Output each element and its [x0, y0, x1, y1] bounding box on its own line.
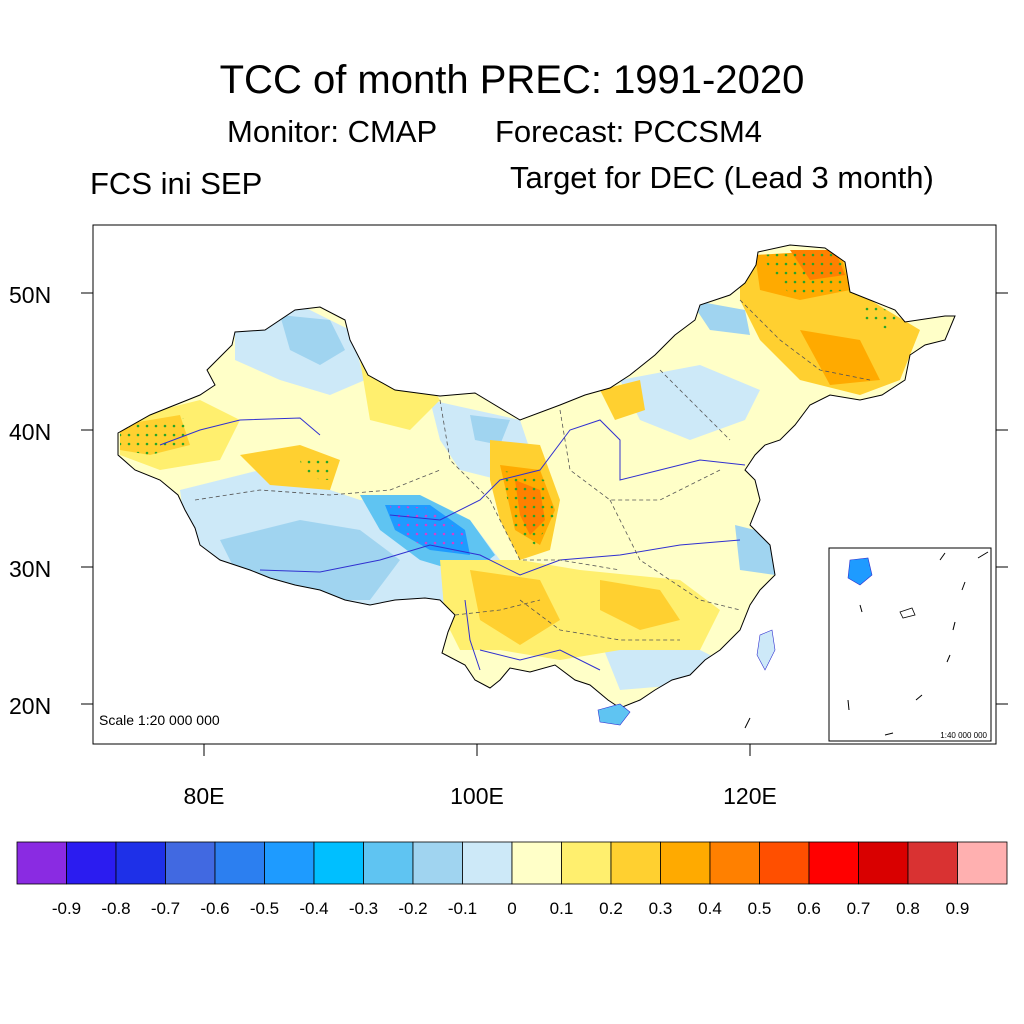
colorbar-label: 0.6	[797, 899, 821, 918]
lat-label-50n: 50N	[9, 282, 51, 308]
map-title: TCC of month PREC: 1991-2020	[219, 58, 805, 102]
colorbar-swatch	[957, 841, 1008, 885]
colorbar-swatch	[264, 841, 315, 885]
colorbar-swatch	[115, 841, 166, 885]
colorbar-swatch	[462, 841, 513, 885]
lon-label-120e: 120E	[723, 783, 777, 809]
initialization-label: FCS ini SEP	[90, 166, 263, 201]
rivers	[159, 417, 746, 671]
colorbar-swatch	[660, 841, 711, 885]
taiwan-island	[756, 629, 776, 671]
colorbar-label: 0	[507, 899, 516, 918]
colorbar-swatch	[313, 841, 364, 885]
colorbar-label: 0.7	[847, 899, 871, 918]
colorbar-label: -0.1	[448, 899, 477, 918]
colorbar-label: -0.8	[101, 899, 130, 918]
monitor-label: Monitor: CMAP	[227, 114, 438, 149]
colorbar-label: 0.9	[946, 899, 970, 918]
colorbar-swatch	[561, 841, 612, 885]
colorbar-swatch	[709, 841, 760, 885]
colorbar-label: -0.4	[299, 899, 328, 918]
colorbar-label: 0.3	[649, 899, 673, 918]
colorbar-swatch	[610, 841, 661, 885]
target-label: Target for DEC (Lead 3 month)	[510, 160, 934, 195]
lat-label-40n: 40N	[9, 419, 51, 445]
lon-label-100e: 100E	[450, 783, 504, 809]
colorbar-swatch	[858, 841, 909, 885]
colorbar-swatch	[16, 841, 67, 885]
inset-features	[847, 551, 989, 736]
colorbar-label: -0.3	[349, 899, 378, 918]
colorbar-swatch	[363, 841, 414, 885]
colorbar-label: -0.7	[151, 899, 180, 918]
colorbar-label: -0.9	[52, 899, 81, 918]
lat-ticks	[81, 292, 1008, 705]
colorbar-swatch	[759, 841, 810, 885]
colorbar-swatch	[907, 841, 958, 885]
lat-label-30n: 30N	[9, 556, 51, 582]
colorbar-label: -0.5	[250, 899, 279, 918]
forecast-label: Forecast: PCCSM4	[495, 114, 763, 149]
colorbar-label: 0.8	[896, 899, 920, 918]
map-scale-label: Scale 1:20 000 000	[99, 712, 220, 728]
colorbar-label: 0.5	[748, 899, 772, 918]
colorbar-swatch	[214, 841, 265, 885]
hainan-island	[597, 703, 631, 726]
inset-scale-label: 1:40 000 000	[940, 731, 987, 740]
province-borders	[194, 299, 871, 641]
colorbar-swatch	[66, 841, 117, 885]
lon-ticks	[203, 744, 751, 756]
colorbar-swatch	[165, 841, 216, 885]
colorbar-swatch	[511, 841, 562, 885]
colorbar-swatch	[808, 841, 859, 885]
colorbar-label: 0.1	[550, 899, 574, 918]
colorbar-label: -0.6	[200, 899, 229, 918]
colorbar-label: 0.4	[698, 899, 722, 918]
colorbar-swatch	[412, 841, 463, 885]
colorbar-label: 0.2	[599, 899, 623, 918]
colorbar: -0.9 -0.8 -0.7 -0.6 -0.5 -0.4 -0.3 -0.2 -0.1 0 0.1…	[16, 841, 1008, 918]
lat-label-20n: 20N	[9, 693, 51, 719]
colorbar-label: -0.2	[398, 899, 427, 918]
country-outline	[117, 244, 956, 709]
lon-label-80e: 80E	[184, 783, 225, 809]
